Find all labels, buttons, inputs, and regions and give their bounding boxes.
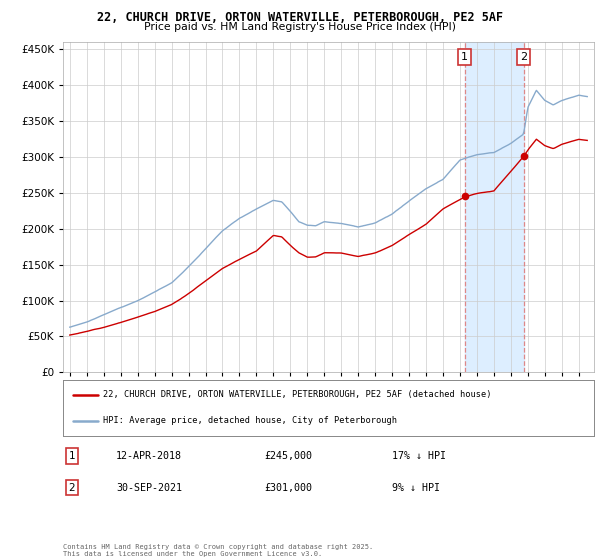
Text: Contains HM Land Registry data © Crown copyright and database right 2025.
This d: Contains HM Land Registry data © Crown c… xyxy=(63,544,373,557)
Text: Price paid vs. HM Land Registry's House Price Index (HPI): Price paid vs. HM Land Registry's House … xyxy=(144,22,456,32)
Text: 22, CHURCH DRIVE, ORTON WATERVILLE, PETERBOROUGH, PE2 5AF (detached house): 22, CHURCH DRIVE, ORTON WATERVILLE, PETE… xyxy=(103,390,491,399)
Text: 22, CHURCH DRIVE, ORTON WATERVILLE, PETERBOROUGH, PE2 5AF: 22, CHURCH DRIVE, ORTON WATERVILLE, PETE… xyxy=(97,11,503,24)
Text: 2: 2 xyxy=(520,52,527,62)
Text: 9% ↓ HPI: 9% ↓ HPI xyxy=(392,483,440,493)
Text: 12-APR-2018: 12-APR-2018 xyxy=(116,451,182,461)
Text: 2: 2 xyxy=(69,483,76,493)
Bar xyxy=(465,42,524,372)
Text: 1: 1 xyxy=(461,52,468,62)
Text: 1: 1 xyxy=(69,451,76,461)
Text: 17% ↓ HPI: 17% ↓ HPI xyxy=(392,451,446,461)
Text: HPI: Average price, detached house, City of Peterborough: HPI: Average price, detached house, City… xyxy=(103,416,397,425)
Text: £301,000: £301,000 xyxy=(265,483,313,493)
Text: £245,000: £245,000 xyxy=(265,451,313,461)
Text: 30-SEP-2021: 30-SEP-2021 xyxy=(116,483,182,493)
